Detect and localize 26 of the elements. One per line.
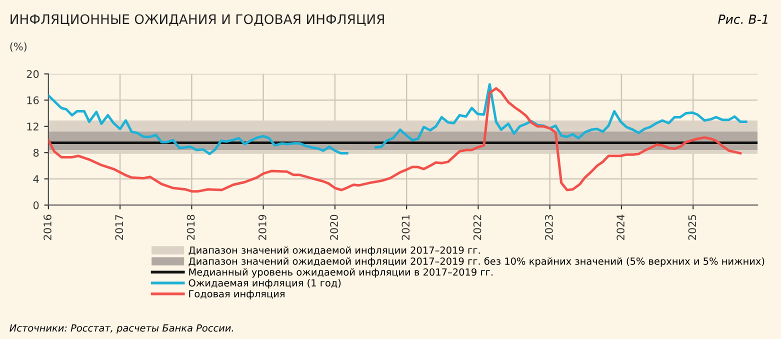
line-series — [48, 87, 742, 193]
x-tick-label: 2025 — [688, 215, 696, 240]
legend-label: Диапазон значений ожидаемой инфляции 2017–2019 гг. без 10% крайних значений (5% верхних и 5% нижних) — [188, 257, 764, 267]
y-axis-title: (%) — [10, 42, 27, 52]
legend-label: Медианный уровень ожидаемой инфляции в 2017–2019 гг. — [189, 268, 492, 278]
chart-title: ИНФЛЯЦИОННЫЕ ОЖИДАНИЯ И ГОДОВАЯ ИНФЛЯЦИЯ — [10, 14, 384, 26]
x-tick-label: 2022 — [473, 215, 482, 240]
legend-label: Ожидаемая инфляция (1 год) — [188, 279, 341, 288]
x-tick-label: 2019 — [258, 214, 266, 240]
y-tick-label: 20 — [26, 70, 39, 78]
text: Источники: Росстат, расчеты Банка России. — [10, 324, 234, 334]
text: Рис. В-1 — [718, 14, 768, 24]
x-tick-label: 2021 — [402, 215, 410, 240]
y-tick-label: 4 — [33, 175, 39, 183]
legend-label: Диапазон значений ожидаемой инфляции 2017–2019 гг. — [188, 246, 480, 256]
x-tick-label: 2020 — [330, 214, 338, 240]
x-tick-label: 2016 — [44, 214, 52, 240]
x-tick-label: 2024 — [616, 214, 624, 240]
y-tick-label: 0 — [33, 201, 39, 210]
x-tick-label: 2018 — [186, 214, 195, 240]
legend-label: Годовая инфляция — [189, 290, 284, 300]
x-tick-label: 2023 — [544, 214, 553, 240]
y-tick-label: 16 — [27, 96, 39, 104]
y-tick-label: 12 — [27, 122, 38, 130]
x-tick-label: 2017 — [115, 215, 124, 240]
y-tick-label: 8 — [33, 148, 39, 157]
